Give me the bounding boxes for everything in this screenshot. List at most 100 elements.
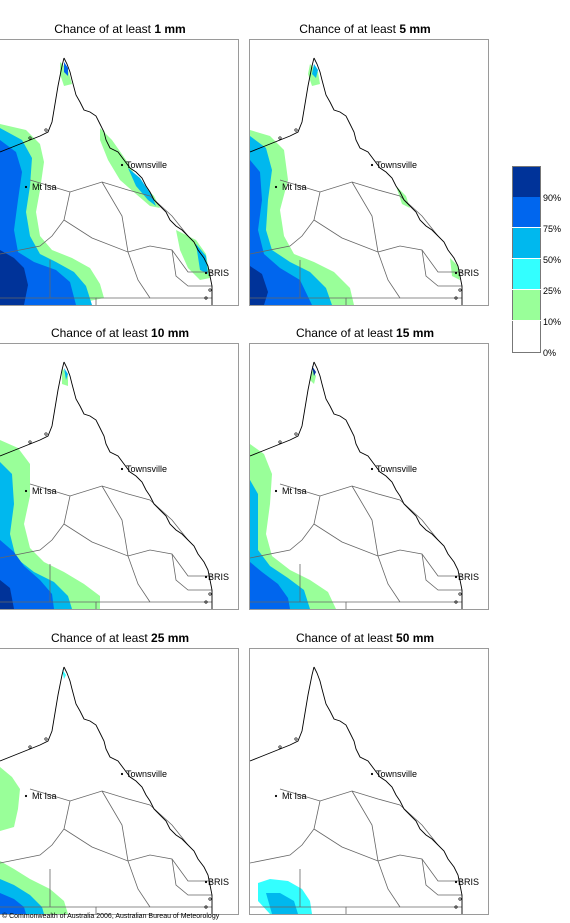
place-dot [24,794,28,798]
region-border-line [399,499,439,541]
region-border-line [250,800,321,864]
island-marker [208,288,212,292]
place-dot [120,772,124,776]
place-dot [454,271,458,275]
place-label-brisbane: BRIS [458,572,479,582]
place-label-townsville: Townsville [126,769,167,779]
rain-probability-area-blue [250,160,312,305]
place-label-brisbane: BRIS [458,877,479,887]
place-dot [120,163,124,167]
place-dot [24,489,28,493]
island-marker [294,128,298,132]
map-panel-15mm: Townsville Mt Isa BRIS [249,343,489,610]
rain-probability-area-blue [250,562,290,609]
region-border-line [351,485,379,557]
panel-title-10mm: Chance of at least 10 mm [0,326,240,340]
place-dot [204,271,208,275]
island-marker [294,432,298,436]
gulf-coastline [250,666,315,762]
place-label-brisbane: BRIS [208,877,229,887]
island-marker [208,897,212,901]
region-border-line [377,860,401,908]
region-border-line [377,251,401,299]
panel-title-15mm: Chance of at least 15 mm [245,326,485,340]
place-label-townsville: Townsville [126,160,167,170]
region-border-line [149,804,189,846]
gulf-coastline [0,666,65,762]
title-threshold: 5 mm [399,22,431,36]
place-dot [370,467,374,471]
rain-probability-area-dark_blue [312,366,316,376]
region-border-line [63,523,212,577]
legend-label-75: 75% [543,224,562,234]
island-marker [44,737,48,741]
region-border-line [171,249,212,287]
map-panel-50mm: Townsville Mt Isa BRIS [249,648,489,915]
region-border-line [101,485,129,557]
title-threshold: 25 mm [151,631,190,645]
place-dot [454,575,458,579]
place-label-brisbane: BRIS [208,268,229,278]
title-prefix: Chance of at least [299,22,400,36]
gulf-coastline [0,361,65,457]
region-border-line [171,553,212,591]
island-marker [458,592,462,596]
map-panel-1mm: Townsville Mt Isa BRIS [0,39,239,306]
rain-probability-area-dark_blue [250,266,268,305]
region-border-line [127,251,151,299]
place-label-brisbane: BRIS [458,268,479,278]
region-border-line [421,553,462,591]
island-marker [208,592,212,596]
place-dot [370,163,374,167]
island-marker [204,296,208,300]
place-dot [24,185,28,189]
gulf-coastline [0,57,65,153]
map-panel-10mm: Townsville Mt Isa BRIS [0,343,239,610]
legend-label-90: 90% [543,193,562,203]
place-dot [454,880,458,884]
map-50mm: Townsville Mt Isa BRIS [250,666,479,914]
place-dot [120,467,124,471]
title-prefix: Chance of at least [295,631,397,645]
legend-swatch-10 [512,290,541,320]
island-marker [204,600,208,604]
place-label-mt_isa: Mt Isa [32,182,57,192]
title-threshold: 10 mm [151,326,190,340]
island-marker [28,440,32,444]
region-border-line [63,219,212,273]
copyright-notice: © Commonwealth of Australia 2006, Austra… [2,913,220,920]
legend-swatch-50 [512,228,541,258]
east-coastline [313,57,463,305]
island-marker [278,136,282,140]
legend-label-25: 25% [543,286,562,296]
title-prefix: Chance of at least [54,22,155,36]
region-border-line [421,249,462,287]
island-marker [44,432,48,436]
east-coastline [313,666,463,914]
rain-probability-area-blue [0,540,54,609]
island-marker [454,296,458,300]
place-label-townsville: Townsville [376,160,417,170]
island-marker [28,745,32,749]
legend-label-50: 50% [543,255,562,265]
region-border-line [351,181,379,253]
rain-probability-area-light_blue [64,368,68,380]
panel-title-25mm: Chance of at least 25 mm [0,631,240,645]
place-dot [204,880,208,884]
legend-swatch-90 [512,166,541,197]
region-border-line [127,860,151,908]
place-dot [204,575,208,579]
place-label-mt_isa: Mt Isa [282,791,307,801]
region-border-line [250,191,321,255]
island-marker [454,905,458,909]
place-label-townsville: Townsville [376,769,417,779]
title-prefix: Chance of at least [50,326,152,340]
map-1mm: Townsville Mt Isa BRIS [0,57,229,305]
region-border-line [250,495,321,559]
island-marker [44,128,48,132]
rain-probability-area-green [62,368,68,386]
legend-swatch-75 [512,197,541,227]
east-coastline [63,666,213,914]
place-label-townsville: Townsville [126,464,167,474]
region-border-line [399,804,439,846]
